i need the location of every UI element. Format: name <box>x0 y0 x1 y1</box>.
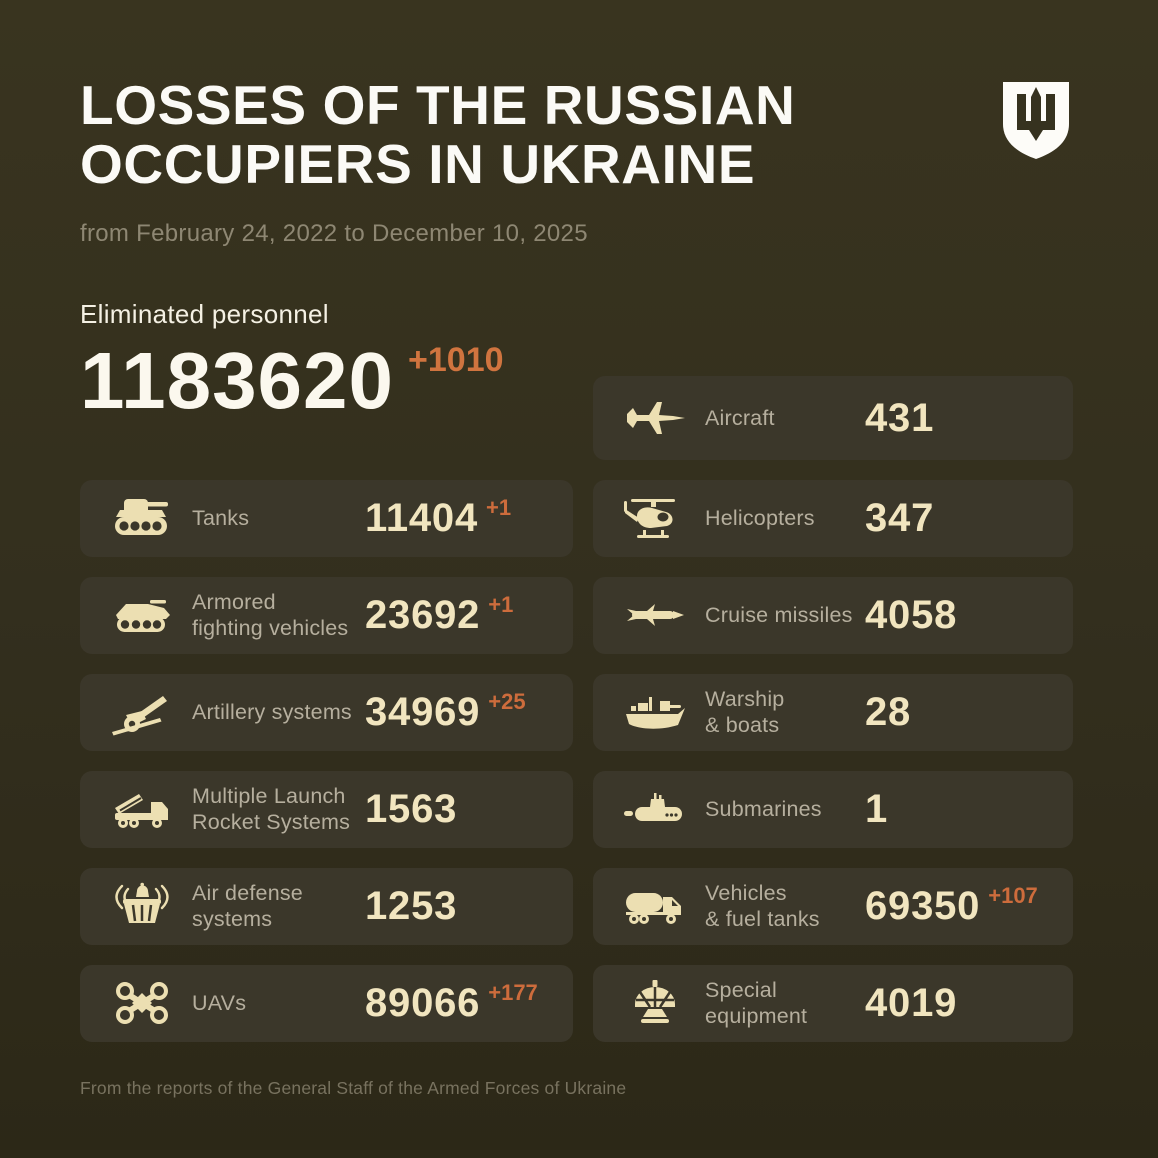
stat-delta: +107 <box>988 883 1038 909</box>
stat-value: 1563 <box>365 787 458 832</box>
stat-value: 69350 <box>865 884 981 929</box>
personnel-value: 1183620 <box>80 335 395 425</box>
stat-label: Air defense systems <box>192 880 303 932</box>
stat-value: 347 <box>865 496 935 541</box>
stat-delta: +25 <box>488 689 526 715</box>
stat-card-special-equipment: Special equipment 4019 <box>593 964 1073 1042</box>
stat-label: Special equipment <box>705 977 808 1029</box>
stat-card-armored-fighting-vehicles: Armored fighting vehicles 23692 +1 <box>80 576 573 654</box>
stat-label: Warship & boats <box>705 686 785 738</box>
personnel-label: Eliminated personnel <box>80 298 329 329</box>
stat-label: Helicopters <box>705 506 815 531</box>
missile-icon <box>623 591 687 639</box>
stat-label: Artillery systems <box>192 700 352 725</box>
stat-card-vehicles-fuel-tanks: Vehicles & fuel tanks 69350 +107 <box>593 867 1073 945</box>
stats-column-left: Eliminated personnel 1183620 +1010 <box>80 299 573 1042</box>
stat-delta: +1 <box>486 495 512 521</box>
stat-card-mlrs: Multiple Launch Rocket Systems 1563 <box>80 770 573 848</box>
stat-value: 4019 <box>865 981 958 1026</box>
stat-card-aircraft: Aircraft 431 <box>593 375 1073 460</box>
header: LOSSES OF THE RUSSIAN OCCUPIERS IN UKRAI… <box>80 76 1073 248</box>
ukraine-trident-logo-icon <box>997 78 1075 162</box>
submarine-icon <box>623 785 687 833</box>
stat-card-artillery-systems: Artillery systems 34969 +25 <box>80 673 573 751</box>
stat-label: Vehicles & fuel tanks <box>705 880 820 932</box>
stat-card-warships-boats: Warship & boats 28 <box>593 673 1073 751</box>
stat-value: 1253 <box>365 884 458 929</box>
personnel-value-row: 1183620 +1010 <box>80 335 573 425</box>
date-range: from February 24, 2022 to December 10, 2… <box>80 219 588 247</box>
stat-label: Cruise missiles <box>705 603 853 628</box>
stat-value: 89066 <box>365 981 481 1026</box>
stat-delta: +1 <box>488 592 514 618</box>
stat-label: Armored fighting vehicles <box>192 589 349 641</box>
stat-delta: +177 <box>488 980 538 1006</box>
air-defense-icon <box>110 882 174 930</box>
helicopter-icon <box>623 494 687 542</box>
stat-value: 4058 <box>865 593 958 638</box>
stat-value: 28 <box>865 690 912 735</box>
stat-value: 431 <box>865 395 935 440</box>
page-title: LOSSES OF THE RUSSIAN OCCUPIERS IN UKRAI… <box>80 76 1073 194</box>
stat-label: Submarines <box>705 797 822 822</box>
stat-label: Tanks <box>192 506 250 531</box>
stat-value: 23692 <box>365 593 481 638</box>
armored-vehicle-icon <box>110 591 174 639</box>
personnel-summary: Eliminated personnel 1183620 +1010 <box>80 299 573 460</box>
tank-icon <box>110 494 174 542</box>
title-line-2: OCCUPIERS IN UKRAINE <box>80 132 756 195</box>
artillery-icon <box>110 688 174 736</box>
stat-card-tanks: Tanks 11404 +1 <box>80 479 573 557</box>
stat-card-uavs: UAVs 89066 +177 <box>80 964 573 1042</box>
stat-label: Multiple Launch Rocket Systems <box>192 783 351 835</box>
mlrs-icon <box>110 785 174 833</box>
stat-value: 1 <box>865 787 889 832</box>
drone-icon <box>110 979 174 1027</box>
fuel-truck-icon <box>623 882 687 930</box>
personnel-delta: +1010 <box>408 340 504 379</box>
stat-label: Aircraft <box>705 405 775 430</box>
footer: From the reports of the General Staff of… <box>80 1078 1073 1099</box>
stat-card-cruise-missiles: Cruise missiles 4058 <box>593 576 1073 654</box>
stats-grid: Eliminated personnel 1183620 +1010 <box>80 299 1073 1042</box>
stat-card-submarines: Submarines 1 <box>593 770 1073 848</box>
stat-value: 34969 <box>365 690 481 735</box>
stat-value: 11404 <box>365 496 479 541</box>
source-note: From the reports of the General Staff of… <box>80 1077 627 1098</box>
stats-column-right: Aircraft 431 Helicopters <box>593 375 1073 1042</box>
stat-card-air-defense-systems: Air defense systems 1253 <box>80 867 573 945</box>
stat-card-helicopters: Helicopters 347 <box>593 479 1073 557</box>
jet-icon <box>623 394 687 442</box>
special-equipment-icon <box>623 979 687 1027</box>
title-line-1: LOSSES OF THE RUSSIAN <box>80 74 796 136</box>
stat-label: UAVs <box>192 991 247 1016</box>
warship-icon <box>623 688 687 736</box>
